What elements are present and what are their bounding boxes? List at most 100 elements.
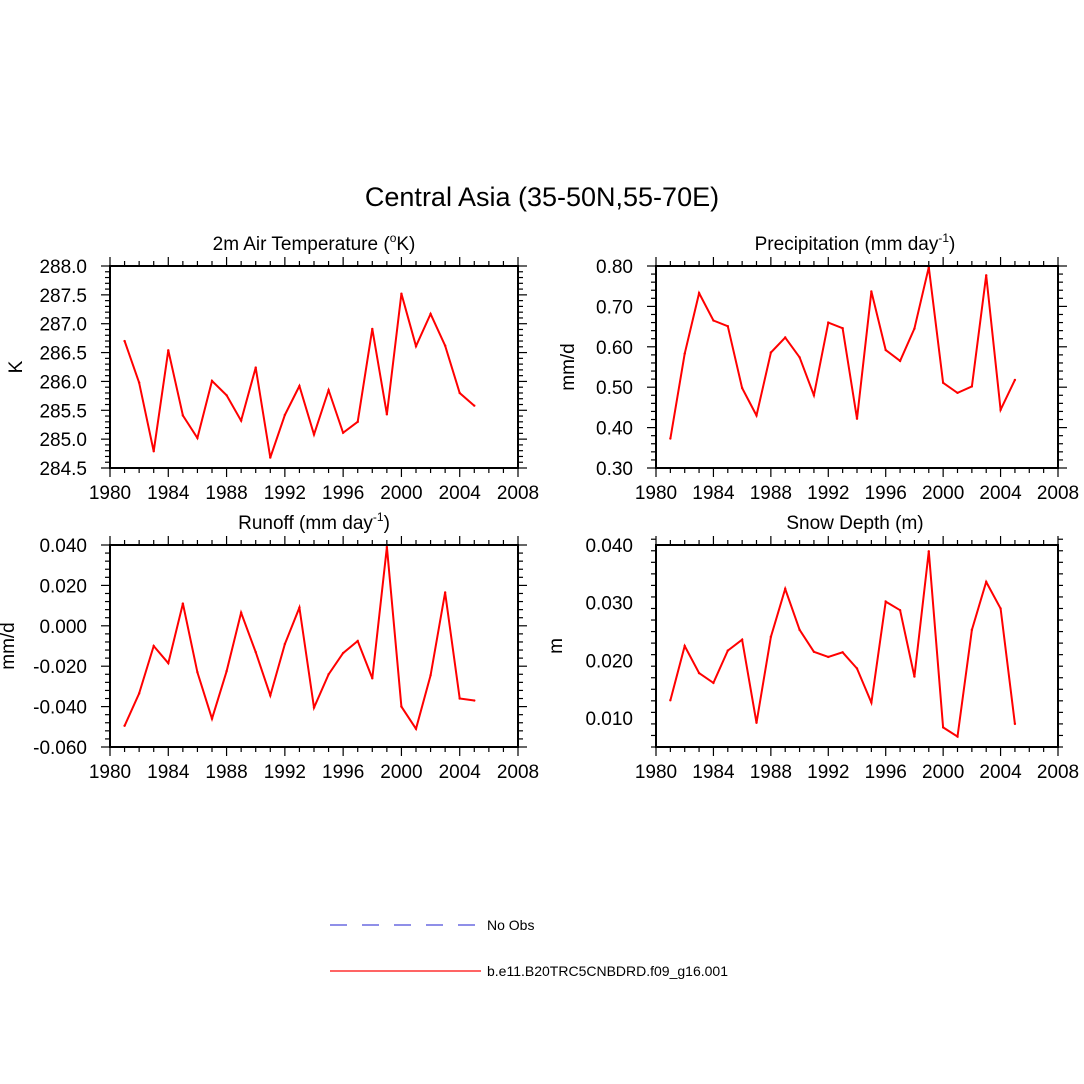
- snow-data-point: [827, 655, 830, 659]
- temperature-y-tick-label: 285.0: [39, 430, 87, 451]
- snow-x-tick-label: 2000: [922, 762, 964, 783]
- snow-depth-series-line: [669, 551, 1016, 739]
- precipitation-y-tick-label: 0.70: [596, 297, 633, 318]
- snow-data-point: [726, 649, 729, 652]
- runoff-x-tick-label: 1996: [322, 762, 364, 783]
- snow-x-tick-label: 1984: [692, 762, 735, 783]
- precipitation-data-point: [913, 327, 916, 330]
- snow-data-point: [970, 628, 974, 632]
- temperature-data-point: [283, 413, 287, 417]
- temperature-y-tick-label: 288.0: [39, 257, 87, 278]
- temperature-y-tick-label: 287.5: [39, 286, 87, 307]
- runoff-data-point: [283, 642, 287, 646]
- precipitation-data-point: [985, 274, 988, 277]
- precipitation-y-tick-label: 0.80: [596, 257, 633, 278]
- snow-x-tick-label: 2004: [979, 762, 1022, 783]
- temperature-data-point: [443, 344, 447, 347]
- snow-data-point: [927, 550, 930, 553]
- temperature-y-tick-label: 285.5: [39, 401, 87, 422]
- snow-data-point: [985, 580, 988, 584]
- precipitation-data-point: [884, 348, 887, 352]
- runoff-data-point: [385, 545, 389, 549]
- temperature-x-tick-label: 1980: [89, 483, 131, 504]
- precipitation-data-point: [769, 351, 773, 354]
- temperature-data-point: [298, 384, 301, 388]
- runoff-data-point: [341, 651, 345, 655]
- precipitation-y-tick-label: 0.40: [596, 419, 633, 440]
- runoff-x-tick-label: 1980: [89, 762, 131, 783]
- snow-x-tick-label: 1996: [865, 762, 907, 783]
- temperature-y-tick-label: 284.5: [39, 459, 87, 480]
- temperature-x-tick-label: 1992: [264, 483, 306, 504]
- temperature-data-point: [473, 404, 476, 407]
- precipitation-data-point: [798, 356, 801, 359]
- legend-model-label: b.e11.B20TRC5CNBDRD.f09_g16.001: [487, 963, 728, 979]
- temperature-y-tick-label: 286.0: [39, 372, 87, 393]
- snow-data-point: [870, 701, 873, 704]
- precipitation-data-point: [784, 336, 787, 339]
- snow-depth-y-axis-label: m: [546, 638, 567, 654]
- snow-data-point: [1013, 722, 1017, 726]
- precipitation-x-tick-label: 1988: [750, 483, 792, 504]
- snow-data-point: [898, 609, 902, 612]
- runoff-y-tick-label: -0.040: [33, 698, 87, 719]
- runoff-data-point: [196, 671, 199, 674]
- precipitation-data-point: [712, 319, 715, 322]
- figure-title: Central Asia (35-50N,55-70E): [365, 182, 719, 212]
- precipitation-y-tick-label: 0.30: [596, 459, 633, 480]
- runoff-data-point: [443, 591, 447, 594]
- runoff-x-tick-label: 1988: [205, 762, 247, 783]
- precipitation-data-point: [956, 391, 959, 395]
- temperature-y-tick-label: 287.0: [39, 315, 87, 336]
- temperature-x-tick-label: 2000: [380, 483, 422, 504]
- precipitation-data-point: [841, 327, 844, 330]
- temperature-x-tick-label: 1984: [147, 483, 190, 504]
- temperature-data-point: [341, 431, 345, 434]
- snow-data-point: [784, 587, 787, 591]
- precipitation-data-point: [740, 386, 744, 390]
- precipitation-panel-title: Precipitation (mm day-1): [755, 231, 956, 255]
- precipitation-x-tick-label: 2000: [922, 483, 964, 504]
- precipitation-data-point: [812, 394, 816, 397]
- runoff-data-point: [312, 706, 316, 709]
- runoff-data-point: [371, 677, 374, 680]
- snow-x-tick-label: 1988: [750, 762, 792, 783]
- precipitation-data-point: [669, 437, 672, 440]
- temperature-data-point: [371, 327, 374, 331]
- snow-depth-plot-frame: [655, 544, 1059, 748]
- snow-data-point: [712, 681, 715, 685]
- snow-x-tick-label: 2008: [1037, 762, 1079, 783]
- snow-data-point: [855, 667, 859, 670]
- precipitation-data-point: [1013, 378, 1017, 382]
- runoff-data-point: [137, 692, 141, 695]
- snow-y-tick-label: 0.020: [585, 651, 633, 672]
- snow-data-point: [941, 726, 945, 729]
- precipitation-data-point: [755, 414, 758, 417]
- runoff-data-point: [414, 727, 418, 731]
- runoff-data-point: [400, 705, 403, 708]
- temperature-y-tick-label: 286.5: [39, 344, 87, 365]
- precipitation-y-axis-label: mm/d: [558, 343, 579, 391]
- snow-y-tick-label: 0.030: [585, 594, 633, 615]
- precipitation-x-tick-label: 1980: [635, 483, 677, 504]
- temperature-panel: 2m Air Temperature (oK) K 284.5 285.0 285.…: [6, 231, 539, 504]
- temperature-data-point: [400, 292, 403, 295]
- runoff-data-point: [225, 670, 228, 673]
- runoff-y-tick-label: 0.000: [39, 617, 87, 638]
- snow-data-point: [913, 675, 916, 678]
- temperature-data-point: [254, 366, 257, 369]
- runoff-panel-title: Runoff (mm day-1): [238, 510, 390, 534]
- temperature-data-point: [414, 345, 418, 348]
- runoff-data-point: [429, 674, 432, 677]
- snow-data-point: [812, 650, 816, 653]
- precipitation-x-tick-label: 1984: [692, 483, 735, 504]
- precipitation-y-tick-label: 0.60: [596, 338, 633, 359]
- snow-data-point: [683, 644, 686, 648]
- runoff-y-tick-label: -0.060: [33, 738, 87, 759]
- temperature-data-point: [225, 394, 228, 397]
- snow-data-point: [798, 628, 801, 632]
- precipitation-x-tick-label: 1992: [807, 483, 849, 504]
- precipitation-data-point: [827, 321, 830, 324]
- temperature-data-point: [429, 312, 432, 316]
